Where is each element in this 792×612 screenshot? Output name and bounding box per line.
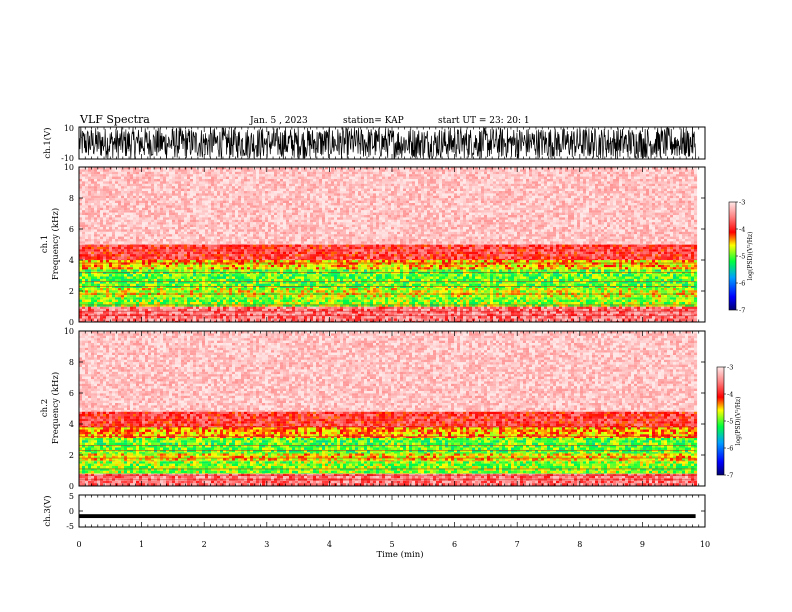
ch1-spec-ylabel-line2: Frequency (kHz): [50, 208, 61, 280]
ch1-ytick-top: 10: [64, 124, 74, 133]
ch2-cbtick--6: -6: [727, 445, 733, 453]
x-tick-label-9: 9: [640, 540, 645, 549]
ch1-cbtick--5: -5: [739, 253, 745, 261]
ch1-cbtick--4: -4: [739, 226, 745, 234]
ch1-ytick-bottom: -10: [61, 154, 74, 163]
x-tick-label-0: 0: [76, 540, 81, 549]
ch1-colorbar-label: log(PSD)(V²/Hz): [747, 232, 754, 281]
ch2-spec-ytick-8: 8: [69, 358, 74, 367]
ch2-cbtick--5: -5: [727, 418, 733, 426]
ch3-ytick-bottom: -5: [66, 522, 74, 531]
ch2-spec-ytick-2: 2: [69, 451, 74, 460]
ch1-spec-ytick-4: 4: [69, 256, 74, 265]
ch3-ylabel: ch.3(V): [42, 495, 53, 526]
date-label: Jan. 5 , 2023: [249, 116, 308, 126]
ch2-spec-ylabel-line2: Frequency (kHz): [50, 372, 61, 444]
x-tick-label-10: 10: [700, 540, 710, 549]
ch1-spec-ytick-0: 0: [69, 318, 74, 327]
time-axis-labels: 0 1 2 3 4 5 6 7 8 9 10: [76, 540, 710, 549]
ch2-colorbar: [717, 367, 724, 475]
x-axis-label: Time (min): [376, 549, 423, 560]
figure-title: VLF Spectra: [79, 113, 150, 126]
ch2-spec-ylabel-line1: ch.2: [40, 399, 50, 417]
ch3-ytick-mid: 0: [69, 507, 74, 516]
ch2-spec-ytick-6: 6: [69, 389, 74, 398]
ch2-spectrogram-image: [79, 331, 697, 486]
ch2-cbtick--3: -3: [727, 364, 733, 372]
ch1-ylabel: ch.1(V): [42, 127, 53, 158]
ch2-spec-ytick-4: 4: [69, 420, 74, 429]
ch1-spec-ytick-6: 6: [69, 225, 74, 234]
x-tick-label-2: 2: [202, 540, 207, 549]
x-tick-label-7: 7: [515, 540, 520, 549]
x-tick-label-1: 1: [139, 540, 144, 549]
ch1-colorbar: [729, 202, 736, 310]
ch2-spec-ytick-10: 10: [64, 327, 74, 336]
ch2-spec-ytick-0: 0: [69, 482, 74, 491]
ch1-cbtick--3: -3: [739, 199, 745, 207]
ch2-cbtick--7: -7: [727, 472, 733, 480]
x-tick-label-4: 4: [327, 540, 332, 549]
start-time-label: start UT = 23: 20: 1: [438, 116, 530, 126]
ch1-trace: [80, 127, 696, 158]
ch1-cbtick--6: -6: [739, 280, 745, 288]
ch1-cbtick--7: -7: [739, 307, 745, 315]
x-tick-label-8: 8: [577, 540, 582, 549]
vlf-spectra-figure: VLF Spectra Jan. 5 , 2023 station= KAP s…: [0, 0, 792, 612]
ch1-spec-ytick-2: 2: [69, 287, 74, 296]
x-tick-label-5: 5: [389, 540, 394, 549]
x-tick-label-6: 6: [452, 540, 457, 549]
ch3-ytick-top: 5: [69, 492, 74, 501]
ch1-spec-ytick-8: 8: [69, 194, 74, 203]
ch2-cbtick--4: -4: [727, 391, 733, 399]
ch2-colorbar-label: log(PSD)(V²/Hz): [735, 397, 742, 446]
ch3-trace: [80, 514, 696, 518]
ch1-spectrogram-image: [79, 167, 697, 322]
x-tick-label-3: 3: [264, 540, 269, 549]
station-label: station= KAP: [343, 116, 404, 126]
ch1-spec-ylabel-line1: ch.1: [40, 235, 50, 253]
ch1-spec-ytick-10: 10: [64, 163, 74, 172]
